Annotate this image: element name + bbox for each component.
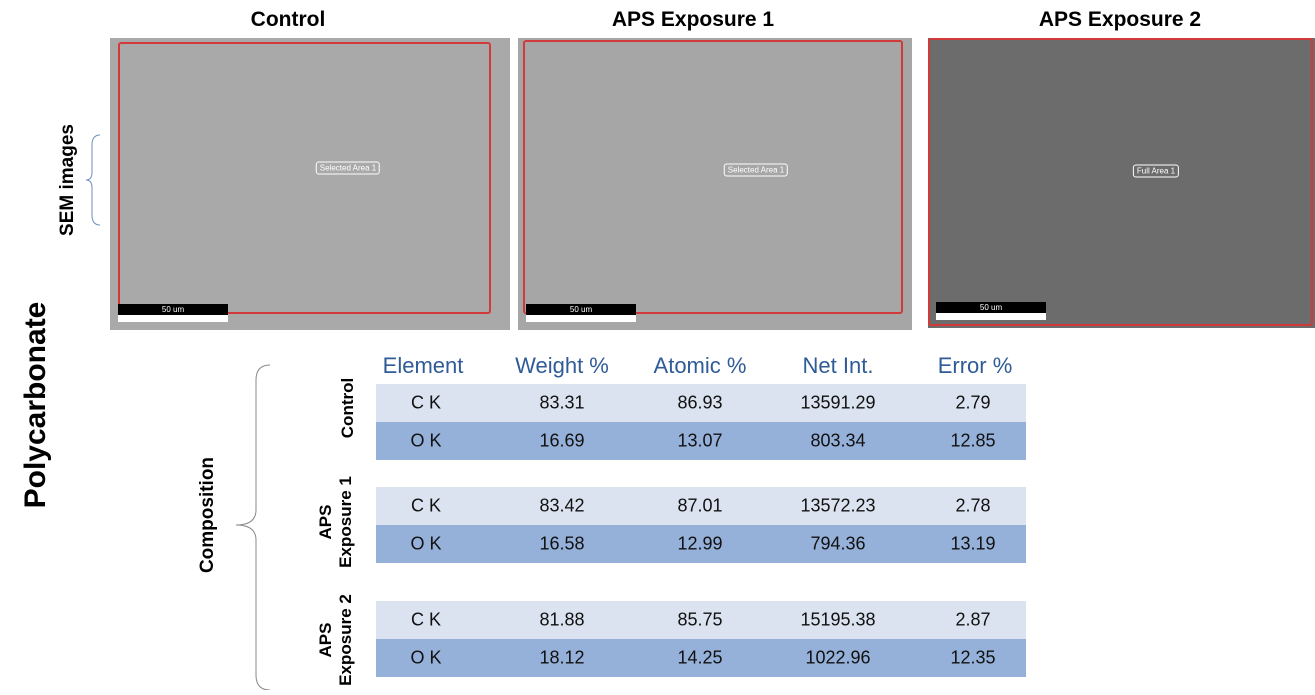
table-row: C K 81.88 85.75 15195.38 2.87 xyxy=(376,601,1026,639)
selection-outline xyxy=(928,38,1313,326)
group-label: Control xyxy=(338,377,357,439)
scale-line xyxy=(936,313,1046,320)
table-cell: O K xyxy=(410,647,442,668)
scale-label: 50 um xyxy=(936,302,1046,313)
column-header: Element xyxy=(382,353,464,378)
table-cell: 87.01 xyxy=(677,495,723,516)
table-cell: 13.07 xyxy=(677,430,723,451)
group-label: APS Exposure 1 xyxy=(316,476,355,568)
table-cell: 16.58 xyxy=(539,533,585,554)
column-header: Error % xyxy=(937,353,1013,378)
table-cell: 85.75 xyxy=(677,609,723,630)
scale-line xyxy=(118,315,228,322)
table-cell: C K xyxy=(410,609,442,630)
table-cell: 18.12 xyxy=(539,647,585,668)
composition-brace xyxy=(235,364,271,690)
table-cell: 2.78 xyxy=(955,495,991,516)
table-cell: 83.42 xyxy=(539,495,585,516)
table-cell: 2.79 xyxy=(955,392,991,413)
panel-title: APS Exposure 1 xyxy=(611,8,775,31)
table-row: C K 83.31 86.93 13591.29 2.79 xyxy=(376,384,1026,422)
scale-label: 50 um xyxy=(526,304,636,315)
table-cell: 12.99 xyxy=(677,533,723,554)
table-cell: 12.85 xyxy=(950,430,996,451)
scale-bar: 50 um xyxy=(526,304,636,322)
panel-title: Control xyxy=(250,8,326,31)
table-cell: 794.36 xyxy=(810,533,866,554)
sem-image: Full Area 1 50 um xyxy=(928,38,1315,328)
scale-bar: 50 um xyxy=(118,304,228,322)
scale-bar: 50 um xyxy=(936,302,1046,320)
table-cell: 13.19 xyxy=(950,533,996,554)
table-cell: 13572.23 xyxy=(800,495,876,516)
selection-outline xyxy=(523,40,903,314)
table-cell: 14.25 xyxy=(677,647,723,668)
sem-bracket xyxy=(85,134,101,226)
sem-image: Selected Area 1 50 um xyxy=(110,38,510,330)
column-header: Weight % xyxy=(515,353,609,378)
table-cell: 15195.38 xyxy=(800,609,876,630)
table-row: O K 18.12 14.25 1022.96 12.35 xyxy=(376,639,1026,677)
table-cell: O K xyxy=(410,533,442,554)
area-label: Selected Area 1 xyxy=(723,163,789,177)
table-row: O K 16.69 13.07 803.34 12.85 xyxy=(376,422,1026,460)
table-cell: 16.69 xyxy=(539,430,585,451)
scale-line xyxy=(526,315,636,322)
table-cell: O K xyxy=(410,430,442,451)
table-cell: 803.34 xyxy=(810,430,866,451)
table-cell: 12.35 xyxy=(950,647,996,668)
panel-title: APS Exposure 2 xyxy=(1038,8,1202,31)
table-cell: 2.87 xyxy=(955,609,991,630)
area-label: Full Area 1 xyxy=(1132,164,1180,178)
table-cell: C K xyxy=(410,495,442,516)
table-cell: 81.88 xyxy=(539,609,585,630)
table-cell: 83.31 xyxy=(539,392,585,413)
table-row: C K 83.42 87.01 13572.23 2.78 xyxy=(376,487,1026,525)
table-cell: C K xyxy=(410,392,442,413)
group-label: APS Exposure 2 xyxy=(316,594,355,686)
area-label: Selected Area 1 xyxy=(315,161,381,175)
sem-image: Selected Area 1 50 um xyxy=(518,38,912,330)
table-cell: 1022.96 xyxy=(805,647,871,668)
column-header: Net Int. xyxy=(802,353,874,378)
table-cell: 13591.29 xyxy=(800,392,876,413)
selection-outline xyxy=(118,42,491,314)
table-row: O K 16.58 12.99 794.36 13.19 xyxy=(376,525,1026,563)
column-header: Atomic % xyxy=(653,353,747,378)
table-cell: 86.93 xyxy=(677,392,723,413)
scale-label: 50 um xyxy=(118,304,228,315)
